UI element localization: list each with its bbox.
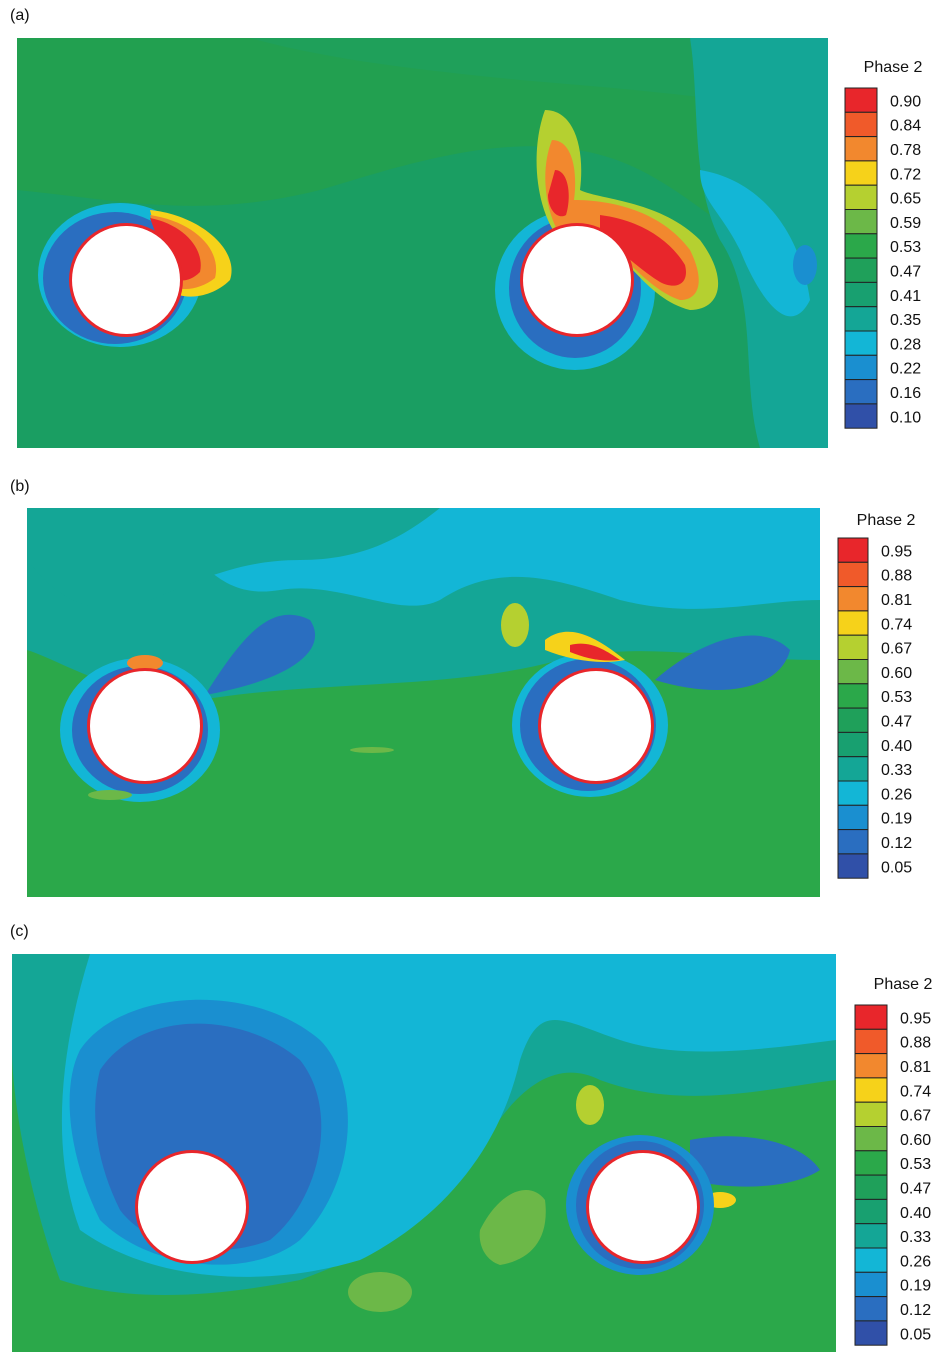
legend-level: 0.12 bbox=[881, 835, 912, 852]
legend-level: 0.53 bbox=[881, 689, 912, 706]
legend-level: 0.16 bbox=[890, 385, 921, 402]
legend-level: 0.28 bbox=[890, 336, 921, 353]
legend-level: 0.84 bbox=[890, 118, 921, 135]
legend-swatch bbox=[837, 561, 869, 588]
legend-swatch bbox=[844, 209, 878, 235]
legend-swatch bbox=[844, 136, 878, 162]
legend-level: 0.95 bbox=[881, 543, 912, 560]
legend-swatch bbox=[844, 257, 878, 283]
legend-level: 0.12 bbox=[900, 1302, 931, 1319]
legend-swatch bbox=[844, 233, 878, 259]
panel-label: (a) bbox=[10, 7, 30, 24]
legend-level: 0.33 bbox=[900, 1229, 931, 1246]
legend-level: 0.88 bbox=[900, 1035, 931, 1052]
legend-swatch bbox=[837, 780, 869, 806]
legend-level: 0.26 bbox=[881, 786, 912, 803]
legend-swatch bbox=[854, 1198, 888, 1225]
legend-swatch bbox=[854, 1077, 888, 1103]
legend-swatch bbox=[854, 1150, 888, 1176]
legend-level: 0.60 bbox=[881, 665, 912, 682]
legend-level: 0.47 bbox=[890, 263, 921, 280]
legend-level: 0.40 bbox=[900, 1205, 931, 1222]
legend-level: 0.95 bbox=[900, 1010, 931, 1027]
legend-swatch bbox=[844, 87, 878, 113]
legend-swatch bbox=[854, 1223, 888, 1249]
legend-level: 0.19 bbox=[881, 811, 912, 828]
legend-swatch bbox=[837, 659, 869, 685]
legend-level: 0.78 bbox=[890, 142, 921, 159]
legend-swatch bbox=[854, 1271, 888, 1298]
legend-swatch bbox=[837, 586, 869, 612]
contour-field bbox=[17, 38, 828, 448]
legend-swatch bbox=[844, 354, 878, 381]
legend-title: Phase 2 bbox=[864, 59, 923, 76]
legend-level: 0.72 bbox=[890, 166, 921, 183]
legend-level: 0.74 bbox=[881, 616, 912, 633]
legend-swatch bbox=[844, 306, 878, 332]
legend-swatch bbox=[837, 731, 869, 758]
legend-swatch bbox=[837, 707, 869, 733]
legend-swatch bbox=[844, 330, 878, 356]
legend-swatch bbox=[837, 683, 869, 709]
legend-level: 0.60 bbox=[900, 1132, 931, 1149]
legend-level: 0.65 bbox=[890, 191, 921, 208]
legend-level: 0.22 bbox=[890, 361, 921, 378]
legend-swatch bbox=[844, 111, 878, 138]
legend-level: 0.05 bbox=[900, 1326, 931, 1343]
legend-swatch bbox=[854, 1004, 888, 1030]
legend-level: 0.47 bbox=[900, 1180, 931, 1197]
legend-level: 0.35 bbox=[890, 312, 921, 329]
legend-swatch bbox=[837, 853, 869, 879]
legend-level: 0.33 bbox=[881, 762, 912, 779]
legend-level: 0.81 bbox=[900, 1059, 931, 1076]
legend-level: 0.90 bbox=[890, 93, 921, 110]
legend-swatch bbox=[844, 281, 878, 308]
legend-level: 0.10 bbox=[890, 409, 921, 426]
legend-level: 0.19 bbox=[900, 1278, 931, 1295]
contour-field bbox=[12, 954, 836, 1352]
panel-label: (c) bbox=[10, 923, 29, 940]
legend-level: 0.59 bbox=[890, 215, 921, 232]
legend-swatch bbox=[844, 160, 878, 186]
legend-swatch bbox=[837, 804, 869, 831]
legend-swatch bbox=[837, 634, 869, 661]
legend-level: 0.67 bbox=[900, 1108, 931, 1125]
legend-swatch bbox=[837, 537, 869, 563]
legend-swatch bbox=[854, 1320, 888, 1346]
legend-swatch bbox=[837, 756, 869, 782]
legend-swatch bbox=[854, 1053, 888, 1079]
legend-level: 0.53 bbox=[890, 239, 921, 256]
legend-swatch bbox=[854, 1028, 888, 1055]
legend-title: Phase 2 bbox=[857, 512, 916, 529]
legend-level: 0.88 bbox=[881, 568, 912, 585]
panel-label: (b) bbox=[10, 478, 30, 495]
legend-level: 0.05 bbox=[881, 859, 912, 876]
legend-swatch bbox=[854, 1126, 888, 1152]
legend-level: 0.53 bbox=[900, 1156, 931, 1173]
legend-level: 0.67 bbox=[881, 641, 912, 658]
legend-swatch bbox=[854, 1174, 888, 1200]
legend-level: 0.40 bbox=[881, 738, 912, 755]
legend-swatch bbox=[854, 1296, 888, 1322]
legend-level: 0.74 bbox=[900, 1083, 931, 1100]
legend-swatch bbox=[844, 379, 878, 405]
legend-swatch bbox=[854, 1101, 888, 1127]
contour-field bbox=[27, 508, 820, 897]
legend-swatch bbox=[854, 1247, 888, 1273]
legend-swatch bbox=[844, 184, 878, 210]
legend-level: 0.47 bbox=[881, 713, 912, 730]
legend-level: 0.81 bbox=[881, 592, 912, 609]
legend-level: 0.26 bbox=[900, 1253, 931, 1270]
legend-level: 0.41 bbox=[890, 288, 921, 305]
legend-swatch bbox=[837, 610, 869, 636]
legend-title: Phase 2 bbox=[874, 976, 933, 993]
legend-swatch bbox=[844, 403, 878, 429]
legend-swatch bbox=[837, 829, 869, 855]
